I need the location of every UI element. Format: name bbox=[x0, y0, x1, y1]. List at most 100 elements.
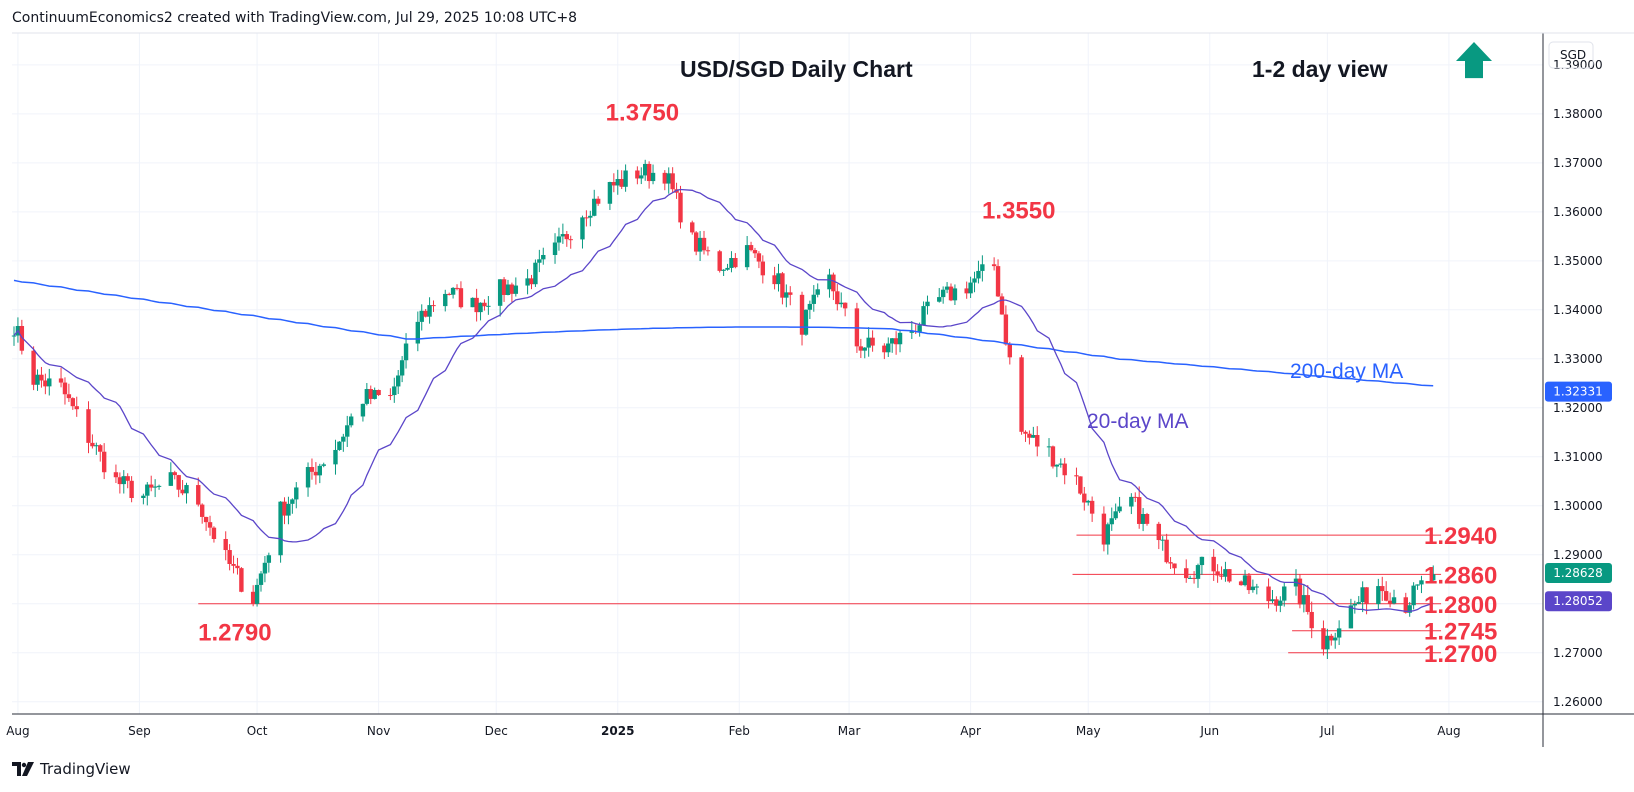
candle-body bbox=[345, 425, 350, 437]
candle-body bbox=[1184, 568, 1189, 579]
candle-body bbox=[364, 389, 370, 404]
candle-body bbox=[733, 257, 738, 268]
candle-body bbox=[101, 451, 107, 473]
candle-body bbox=[309, 467, 315, 472]
candle-body bbox=[1407, 605, 1412, 613]
level-labels: 1.37501.35501.29401.28601.28001.27451.27… bbox=[198, 99, 1497, 667]
candle-body bbox=[286, 503, 291, 516]
time-tick: Nov bbox=[367, 724, 390, 738]
candle-body bbox=[882, 345, 887, 353]
candle-body bbox=[141, 495, 146, 498]
candle-body bbox=[729, 257, 734, 268]
candle-body bbox=[717, 251, 722, 271]
candle-body bbox=[1215, 571, 1220, 576]
candle-body bbox=[145, 484, 150, 496]
candle-body bbox=[1305, 595, 1310, 612]
candle-body bbox=[1003, 314, 1009, 345]
candle-body bbox=[290, 499, 295, 504]
time-tick: Mar bbox=[838, 724, 861, 738]
candle-body bbox=[184, 485, 189, 494]
price-label-text: 1.28628 bbox=[1553, 566, 1603, 580]
time-tick: Aug bbox=[1437, 724, 1460, 738]
candle-body bbox=[1309, 611, 1314, 629]
candle-body bbox=[211, 527, 217, 539]
candle-body bbox=[1078, 476, 1083, 494]
candle-body bbox=[831, 274, 836, 292]
candle-body bbox=[744, 245, 750, 268]
candle-body bbox=[403, 343, 409, 361]
price-tick: 1.31000 bbox=[1553, 450, 1603, 464]
candle-body bbox=[595, 198, 601, 204]
candle-body bbox=[995, 266, 1001, 297]
candle-body bbox=[909, 331, 914, 333]
candle-body bbox=[643, 163, 648, 176]
candle-body bbox=[693, 232, 699, 252]
candle-body bbox=[117, 477, 123, 485]
candle-body bbox=[1383, 591, 1389, 601]
time-axis[interactable]: Aug Sep Oct Nov Dec 2025 Feb Mar Apr May Jun Jul Aug bbox=[6, 724, 1460, 738]
candle-body bbox=[376, 389, 381, 396]
time-tick: Dec bbox=[485, 724, 508, 738]
candle-body bbox=[1046, 446, 1052, 448]
candle-body bbox=[58, 378, 64, 383]
candle-body bbox=[1321, 628, 1326, 650]
candle-body bbox=[66, 394, 72, 399]
candle-body bbox=[1211, 556, 1216, 572]
candle-body bbox=[113, 472, 119, 478]
candle-body bbox=[1136, 497, 1142, 524]
candle-body bbox=[1074, 475, 1079, 477]
candle-body bbox=[1278, 600, 1283, 606]
candle-body bbox=[588, 215, 593, 218]
level-label: 1.3750 bbox=[606, 99, 679, 126]
candle-body bbox=[1356, 602, 1361, 604]
price-tick: 1.26000 bbox=[1553, 695, 1603, 709]
candle-body bbox=[1187, 577, 1193, 579]
candle-body bbox=[176, 475, 181, 490]
candle-body bbox=[446, 293, 452, 295]
price-tick: 1.29000 bbox=[1553, 548, 1603, 562]
price-tick: 1.36000 bbox=[1553, 205, 1603, 219]
time-tick: Jul bbox=[1319, 724, 1334, 738]
ma20-label: 20-day MA bbox=[1087, 410, 1189, 433]
candle-body bbox=[556, 236, 562, 243]
currency-box[interactable] bbox=[1548, 41, 1594, 69]
chart-title: USD/SGD Daily Chart bbox=[680, 56, 913, 82]
ma200-line bbox=[13, 279, 1434, 387]
up-arrow-icon bbox=[1456, 42, 1492, 79]
candle-body bbox=[807, 303, 813, 310]
candle-body bbox=[784, 292, 789, 298]
candle-body bbox=[1250, 586, 1256, 591]
candle-body bbox=[1419, 580, 1424, 585]
candle-body bbox=[1129, 496, 1134, 507]
candle-body bbox=[98, 445, 103, 452]
candle-body bbox=[392, 386, 397, 396]
chart-subtitle: 1-2 day view bbox=[1252, 56, 1388, 82]
candle-body bbox=[341, 436, 346, 442]
candle-body bbox=[952, 288, 958, 301]
level-lines bbox=[198, 534, 1442, 654]
grid-lines bbox=[12, 33, 1543, 714]
candle-body bbox=[368, 389, 373, 399]
candle-body bbox=[121, 476, 126, 485]
candle-body bbox=[870, 337, 875, 346]
price-tick: 1.37000 bbox=[1553, 156, 1603, 170]
candle-body bbox=[47, 378, 52, 387]
candle-body bbox=[396, 375, 401, 387]
candle-body bbox=[43, 380, 48, 387]
candle-body bbox=[568, 239, 573, 241]
candle-body bbox=[811, 294, 816, 304]
candle-body bbox=[1242, 575, 1248, 586]
candle-body bbox=[172, 472, 177, 476]
candle-body bbox=[968, 282, 973, 294]
candle-body bbox=[223, 538, 228, 551]
candle-body bbox=[313, 471, 319, 476]
candle-body bbox=[258, 573, 264, 585]
candle-body bbox=[1117, 506, 1122, 512]
price-label-box bbox=[1545, 591, 1612, 612]
candle-body bbox=[1282, 586, 1287, 601]
level-label: 1.2700 bbox=[1424, 641, 1497, 668]
candles bbox=[11, 159, 1436, 659]
ma20-line bbox=[13, 188, 1434, 612]
candle-body bbox=[1144, 514, 1150, 524]
